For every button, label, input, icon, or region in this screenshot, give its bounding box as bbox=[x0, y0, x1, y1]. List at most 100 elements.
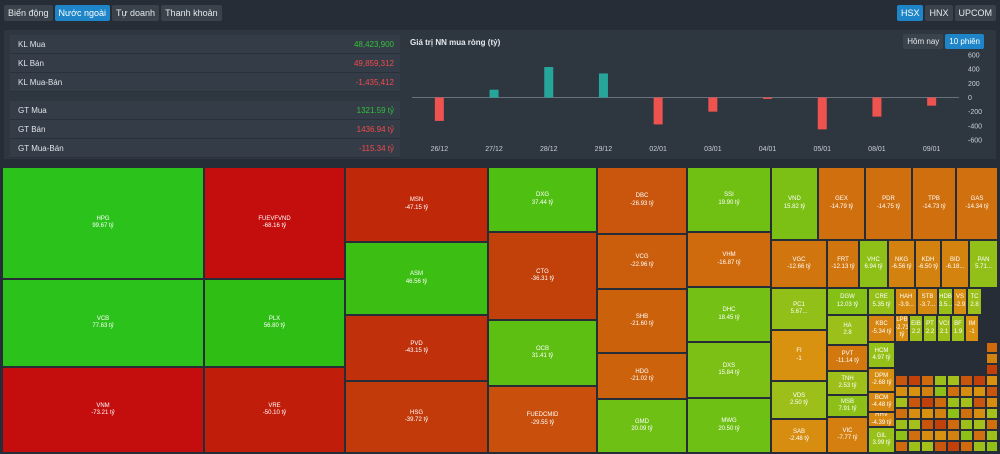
treemap-tile-vre[interactable]: VRE -50.10 tỷ bbox=[204, 367, 345, 453]
treemap-tile-plx[interactable]: PLX 56.80 tỷ bbox=[204, 279, 345, 367]
treemap-tile-small[interactable] bbox=[947, 408, 960, 419]
treemap-tile-bid[interactable]: BID -6.18... bbox=[941, 240, 969, 288]
treemap-tile-kbc[interactable]: KBC -5.34 tỷ bbox=[868, 315, 895, 342]
bar-05/01[interactable] bbox=[817, 97, 827, 130]
treemap-tile-small[interactable] bbox=[908, 375, 921, 386]
treemap-tile-small[interactable] bbox=[934, 375, 947, 386]
treemap-tile-small[interactable] bbox=[986, 386, 998, 397]
treemap-tile-hdb[interactable]: HDB 3.5... bbox=[938, 288, 953, 315]
treemap-tile-msn[interactable]: MSN -47.15 tỷ bbox=[345, 167, 488, 242]
treemap-tile-hcm[interactable]: HCM 4.97 tỷ bbox=[868, 342, 895, 368]
treemap-tile-tpb[interactable]: TPB -14.73 tỷ bbox=[912, 167, 956, 240]
treemap-tile-pan[interactable]: PAN 5.71... bbox=[969, 240, 998, 288]
treemap-tile-hpg[interactable]: HPG 99.67 tỷ bbox=[2, 167, 204, 279]
tab-thanh-kho-n[interactable]: Thanh khoản bbox=[161, 5, 222, 21]
treemap-tile-pvd[interactable]: PVD -43.15 tỷ bbox=[345, 315, 488, 381]
treemap-tile-vds[interactable]: VDS 2.50 tỷ bbox=[771, 381, 827, 419]
treemap-tile-ha[interactable]: HA 2.8 bbox=[827, 315, 868, 345]
treemap-tile-small[interactable] bbox=[947, 441, 960, 452]
bar-28/12[interactable] bbox=[544, 67, 554, 98]
treemap-tile-small[interactable] bbox=[986, 342, 998, 353]
treemap-tile-small[interactable] bbox=[960, 408, 973, 419]
treemap-tile-small[interactable] bbox=[934, 397, 947, 408]
treemap-tile-small[interactable] bbox=[934, 419, 947, 430]
treemap-tile-dxg[interactable]: DXG 37.44 tỷ bbox=[488, 167, 597, 232]
treemap-tile-pdr[interactable]: PDR -14.75 tỷ bbox=[865, 167, 912, 240]
treemap-tile-pvt[interactable]: PVT -11.14 tỷ bbox=[827, 345, 868, 371]
treemap-tile-small[interactable] bbox=[921, 397, 934, 408]
treemap-tile-small[interactable] bbox=[895, 441, 908, 452]
treemap-tile-small[interactable] bbox=[960, 375, 973, 386]
treemap-tile-small[interactable] bbox=[960, 441, 973, 452]
treemap-tile-cre[interactable]: CRE 5.35 tỷ bbox=[868, 288, 895, 315]
treemap-tile-small[interactable] bbox=[986, 441, 998, 452]
treemap-tile-hhv[interactable]: HHV -4.39 tỷ bbox=[868, 412, 895, 427]
treemap-tile-small[interactable] bbox=[973, 386, 986, 397]
treemap-tile-im[interactable]: IM -1 bbox=[965, 315, 979, 342]
treemap-tile-small[interactable] bbox=[895, 408, 908, 419]
treemap-tile-small[interactable] bbox=[895, 375, 908, 386]
treemap-tile-small[interactable] bbox=[921, 375, 934, 386]
treemap-tile-small[interactable] bbox=[947, 386, 960, 397]
treemap-tile-frt[interactable]: FRT -12.13 tỷ bbox=[827, 240, 859, 288]
treemap-tile-small[interactable] bbox=[921, 441, 934, 452]
treemap-tile-small[interactable] bbox=[986, 353, 998, 364]
treemap-tile-small[interactable] bbox=[934, 430, 947, 441]
treemap-tile-eib[interactable]: EIB 2.2 bbox=[909, 315, 923, 342]
bar-03/01[interactable] bbox=[708, 97, 718, 112]
treemap-tile-vnd[interactable]: VND 15.82 tỷ bbox=[771, 167, 818, 240]
treemap-tile-small[interactable] bbox=[947, 375, 960, 386]
treemap-tile-vhc[interactable]: VHC 6.94 tỷ bbox=[859, 240, 888, 288]
treemap-tile-small[interactable] bbox=[986, 419, 998, 430]
treemap-tile-bf[interactable]: BF 1.9 bbox=[951, 315, 965, 342]
treemap-tile-small[interactable] bbox=[934, 441, 947, 452]
treemap-tile-small[interactable] bbox=[934, 386, 947, 397]
treemap-tile-tnh[interactable]: TNH 2.53 tỷ bbox=[827, 371, 868, 395]
treemap-tile-gil[interactable]: GIL 3.99 tỷ bbox=[868, 427, 895, 453]
bar-04/01[interactable] bbox=[763, 97, 773, 99]
treemap-tile-small[interactable] bbox=[973, 375, 986, 386]
treemap-tile-nkg[interactable]: NKG -6.56 tỷ bbox=[888, 240, 915, 288]
treemap-tile-small[interactable] bbox=[921, 430, 934, 441]
treemap-tile-dbc[interactable]: DBC -26.93 tỷ bbox=[597, 167, 687, 234]
treemap-tile-small[interactable] bbox=[908, 408, 921, 419]
treemap-tile-small[interactable] bbox=[934, 408, 947, 419]
treemap-tile-small[interactable] bbox=[908, 397, 921, 408]
bar-02/01[interactable] bbox=[653, 97, 663, 125]
treemap-tile-gas[interactable]: GAS -14.34 tỷ bbox=[956, 167, 998, 240]
treemap-tile-small[interactable] bbox=[895, 386, 908, 397]
treemap-tile-hsg[interactable]: HSG -39.72 tỷ bbox=[345, 381, 488, 453]
treemap-tile-small[interactable] bbox=[973, 419, 986, 430]
treemap-tile-small[interactable] bbox=[986, 375, 998, 386]
bar-29/12[interactable] bbox=[598, 73, 608, 98]
treemap-tile-small[interactable] bbox=[986, 364, 998, 375]
treemap-tile-ctg[interactable]: CTG -36.31 tỷ bbox=[488, 232, 597, 320]
treemap-tile-vcb[interactable]: VCB 77.63 tỷ bbox=[2, 279, 204, 367]
bar-26/12[interactable] bbox=[434, 97, 444, 121]
treemap-tile-small[interactable] bbox=[973, 430, 986, 441]
treemap-tile-dxs[interactable]: DXS 15.84 tỷ bbox=[687, 342, 771, 398]
treemap-tile-hah[interactable]: HAH -3.9... bbox=[895, 288, 917, 315]
treemap-tile-small[interactable] bbox=[947, 430, 960, 441]
treemap-tile-vhm[interactable]: VHM -16.87 tỷ bbox=[687, 232, 771, 287]
treemap-tile-small[interactable] bbox=[921, 408, 934, 419]
treemap-tile-small[interactable] bbox=[947, 419, 960, 430]
treemap-tile-vnm[interactable]: VNM -73.21 tỷ bbox=[2, 367, 204, 453]
treemap-tile-small[interactable] bbox=[908, 419, 921, 430]
treemap-tile-hdg[interactable]: HDG -21.02 tỷ bbox=[597, 353, 687, 399]
treemap-tile-msb[interactable]: MSB 7.91 tỷ bbox=[827, 395, 868, 417]
treemap-tile-fi[interactable]: FI -1 bbox=[771, 330, 827, 381]
treemap-tile-small[interactable] bbox=[986, 430, 998, 441]
period-tab-h-m-nay[interactable]: Hôm nay bbox=[903, 34, 944, 49]
treemap-tile-small[interactable] bbox=[921, 419, 934, 430]
treemap-tile-ssi[interactable]: SSI 19.90 tỷ bbox=[687, 167, 771, 232]
tab-n-c-ngo-i[interactable]: Nước ngoài bbox=[54, 5, 110, 21]
treemap-tile-small[interactable] bbox=[960, 386, 973, 397]
treemap-tile-small[interactable] bbox=[908, 386, 921, 397]
treemap-tile-pt[interactable]: PT 2.2 bbox=[923, 315, 937, 342]
bar-27/12[interactable] bbox=[489, 89, 499, 98]
treemap-tile-vci[interactable]: VCI 2.1 bbox=[937, 315, 951, 342]
treemap-tile-small[interactable] bbox=[973, 408, 986, 419]
treemap-tile-small[interactable] bbox=[895, 397, 908, 408]
treemap-tile-small[interactable] bbox=[947, 397, 960, 408]
